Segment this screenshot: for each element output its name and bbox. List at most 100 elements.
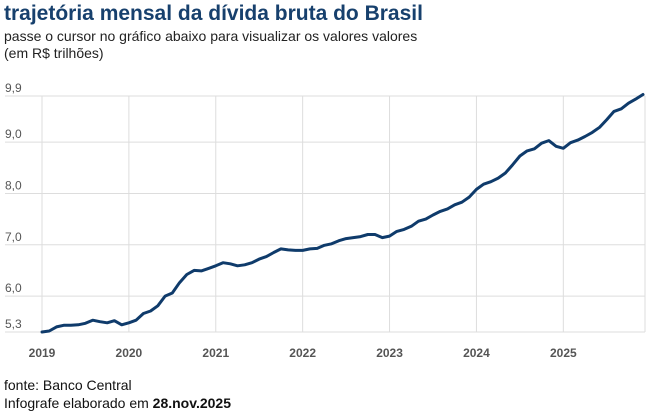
data-point[interactable] xyxy=(640,92,646,98)
data-point[interactable] xyxy=(263,254,269,260)
source-note: fonte: Banco Central xyxy=(4,377,132,393)
data-point[interactable] xyxy=(220,260,226,266)
y-tick-labels: 5,3 6,0 7,0 8,0 9,0 9,9 xyxy=(5,81,22,331)
data-point[interactable] xyxy=(97,319,103,325)
data-point[interactable] xyxy=(169,290,175,296)
data-point[interactable] xyxy=(445,206,451,212)
data-point[interactable] xyxy=(517,153,523,159)
data-point[interactable] xyxy=(148,308,154,314)
data-point[interactable] xyxy=(452,202,458,208)
data-point[interactable] xyxy=(82,320,88,326)
data-point[interactable] xyxy=(314,245,320,251)
x-tick-label: 2022 xyxy=(289,346,316,360)
data-point[interactable] xyxy=(466,194,472,200)
data-point[interactable] xyxy=(531,146,537,152)
data-point[interactable] xyxy=(379,235,385,241)
data-point[interactable] xyxy=(481,181,487,187)
data-point[interactable] xyxy=(358,234,364,240)
x-tick-label: 2021 xyxy=(202,346,229,360)
data-point[interactable] xyxy=(75,322,81,328)
data-point[interactable] xyxy=(155,303,161,309)
data-point[interactable] xyxy=(111,318,117,324)
y-tick-label: 8,0 xyxy=(5,178,22,192)
data-point[interactable] xyxy=(46,328,52,334)
data-point[interactable] xyxy=(278,246,284,252)
data-point[interactable] xyxy=(611,108,617,114)
data-point[interactable] xyxy=(604,117,610,123)
data-point[interactable] xyxy=(618,106,624,112)
data-point[interactable] xyxy=(626,100,632,106)
data-point[interactable] xyxy=(350,235,356,241)
x-tick-label: 2023 xyxy=(376,346,403,360)
data-point[interactable] xyxy=(394,228,400,234)
data-point[interactable] xyxy=(271,250,277,256)
data-point[interactable] xyxy=(68,322,74,328)
data-point[interactable] xyxy=(372,232,378,238)
data-point[interactable] xyxy=(293,247,299,253)
data-point[interactable] xyxy=(365,232,371,238)
data-point[interactable] xyxy=(553,143,559,149)
data-point[interactable] xyxy=(213,263,219,269)
data-point[interactable] xyxy=(560,145,566,151)
data-point[interactable] xyxy=(416,218,422,224)
credit-date: 28.nov.2025 xyxy=(152,395,232,411)
data-point[interactable] xyxy=(249,260,255,266)
data-point[interactable] xyxy=(408,223,414,229)
data-point[interactable] xyxy=(61,322,67,328)
data-point[interactable] xyxy=(104,320,110,326)
data-point[interactable] xyxy=(90,317,96,323)
data-point[interactable] xyxy=(524,148,530,154)
data-point[interactable] xyxy=(126,320,132,326)
data-point[interactable] xyxy=(133,317,139,323)
data-point[interactable] xyxy=(177,280,183,286)
data-point[interactable] xyxy=(321,242,327,248)
y-tick-label: 9,0 xyxy=(5,127,22,141)
y-tick-label: 7,0 xyxy=(5,230,22,244)
data-point[interactable] xyxy=(459,199,465,205)
data-point[interactable] xyxy=(227,261,233,267)
data-point[interactable] xyxy=(597,124,603,130)
data-point[interactable] xyxy=(502,170,508,176)
data-point[interactable] xyxy=(39,329,45,335)
data-point[interactable] xyxy=(235,263,241,269)
x-tick-label: 2019 xyxy=(29,346,56,360)
chart-subtitle: passe o cursor no gráfico abaixo para vi… xyxy=(4,28,418,61)
y-tick-label: 5,3 xyxy=(5,317,22,331)
data-point[interactable] xyxy=(336,238,342,244)
data-point[interactable] xyxy=(437,208,443,214)
data-point[interactable] xyxy=(140,311,146,317)
data-point[interactable] xyxy=(423,216,429,222)
data-point[interactable] xyxy=(582,134,588,140)
data-point[interactable] xyxy=(307,246,313,252)
x-tick-labels: 2019 2020 2021 2022 2023 2024 2025 xyxy=(29,346,577,360)
data-point[interactable] xyxy=(191,267,197,273)
data-point[interactable] xyxy=(568,140,574,146)
data-point[interactable] xyxy=(539,140,545,146)
data-point[interactable] xyxy=(285,247,291,253)
data-point[interactable] xyxy=(589,129,595,135)
data-point[interactable] xyxy=(184,272,190,278)
data-point[interactable] xyxy=(633,96,639,102)
data-point[interactable] xyxy=(430,212,436,218)
credit-note: Infografe elaborado em 28.nov.2025 xyxy=(4,395,231,411)
data-point[interactable] xyxy=(343,236,349,242)
data-point[interactable] xyxy=(546,138,552,144)
chart-title: trajetória mensal da dívida bruta do Bra… xyxy=(4,2,423,25)
data-point[interactable] xyxy=(329,241,335,247)
data-point[interactable] xyxy=(387,233,393,239)
data-point[interactable] xyxy=(162,293,168,299)
data-point[interactable] xyxy=(206,265,212,271)
data-point[interactable] xyxy=(119,322,125,328)
data-point[interactable] xyxy=(256,256,262,262)
data-point[interactable] xyxy=(242,262,248,268)
data-point[interactable] xyxy=(300,247,306,253)
data-point[interactable] xyxy=(575,137,581,143)
data-point[interactable] xyxy=(510,162,516,168)
line-chart[interactable]: 5,36,07,08,09,09,9 2019 2020 2021 2022 2023 2… xyxy=(0,0,667,370)
data-point[interactable] xyxy=(488,179,494,185)
data-point[interactable] xyxy=(54,324,60,330)
data-point[interactable] xyxy=(495,175,501,181)
data-point[interactable] xyxy=(198,268,204,274)
data-point[interactable] xyxy=(401,226,407,232)
data-point[interactable] xyxy=(473,186,479,192)
